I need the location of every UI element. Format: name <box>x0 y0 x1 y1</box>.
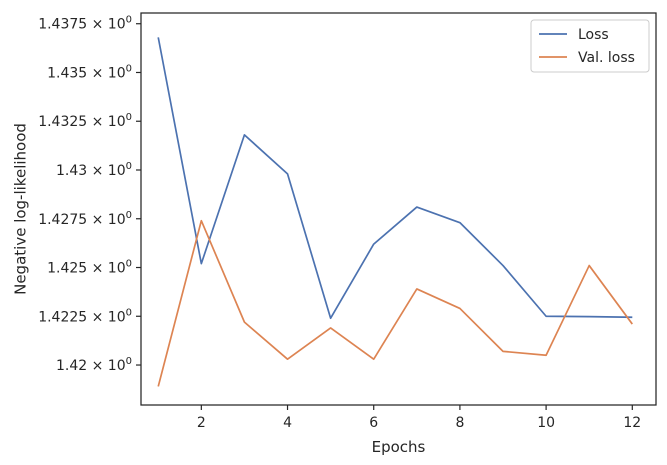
y-tick-base: × 10 <box>92 65 126 81</box>
y-tick-mantissa: 1.4375 <box>38 17 91 33</box>
y-tick-label: 1.435 × 100 <box>47 63 132 81</box>
x-tick-label: 4 <box>283 415 292 431</box>
legend: Loss Val. loss <box>530 19 650 73</box>
y-tick-label: 1.425 × 100 <box>47 259 132 277</box>
x-axis-label: Epochs <box>372 438 426 456</box>
y-tick-mantissa: 1.43 <box>56 163 92 179</box>
y-tick-base: × 10 <box>92 17 126 33</box>
y-tick-base: × 10 <box>92 309 126 325</box>
y-tick-base: × 10 <box>92 261 126 277</box>
y-tick-exponent: 0 <box>126 161 132 172</box>
y-tick-exponent: 0 <box>126 63 132 74</box>
plot-frame <box>140 12 657 406</box>
y-tick-mantissa: 1.435 <box>47 65 92 81</box>
legend-box <box>530 19 650 73</box>
x-tick-label: 10 <box>537 415 555 431</box>
y-tick-label: 1.4325 × 100 <box>38 112 132 130</box>
y-tick-exponent: 0 <box>126 259 132 270</box>
y-tick-exponent: 0 <box>126 356 132 367</box>
y-tick-label: 1.4225 × 100 <box>38 307 132 325</box>
y-tick-mantissa: 1.4275 <box>38 212 91 228</box>
y-tick-base: × 10 <box>92 212 126 228</box>
series-line-0 <box>157 37 633 320</box>
y-tick-exponent: 0 <box>126 307 132 318</box>
series-layer <box>157 37 633 387</box>
y-tick-exponent: 0 <box>126 15 132 26</box>
y-tick-base: × 10 <box>92 114 126 130</box>
x-tick-label: 6 <box>369 415 378 431</box>
y-tick-mantissa: 1.4325 <box>38 114 91 130</box>
x-axis-ticks: 2 4 6 8 10 12 <box>197 405 641 431</box>
x-tick-label: 8 <box>455 415 464 431</box>
y-axis-label: Negative log-likelihood <box>12 123 30 295</box>
y-tick-mantissa: 1.4225 <box>38 309 91 325</box>
y-tick-label: 1.43 × 100 <box>56 161 132 179</box>
legend-label: Val. loss <box>578 50 635 66</box>
y-tick-base: × 10 <box>92 358 126 374</box>
x-tick-label: 2 <box>197 415 206 431</box>
x-tick-label: 12 <box>623 415 641 431</box>
y-tick-mantissa: 1.42 <box>56 358 92 374</box>
y-tick-mantissa: 1.425 <box>47 261 92 277</box>
y-tick-label: 1.42 × 100 <box>56 356 132 374</box>
y-tick-label: 1.4375 × 100 <box>38 15 132 33</box>
y-tick-base: × 10 <box>92 163 126 179</box>
series-line-1 <box>157 219 633 387</box>
y-tick-exponent: 0 <box>126 210 132 221</box>
legend-label: Loss <box>578 27 609 43</box>
y-tick-label: 1.4275 × 100 <box>38 210 132 228</box>
y-tick-exponent: 0 <box>126 112 132 123</box>
